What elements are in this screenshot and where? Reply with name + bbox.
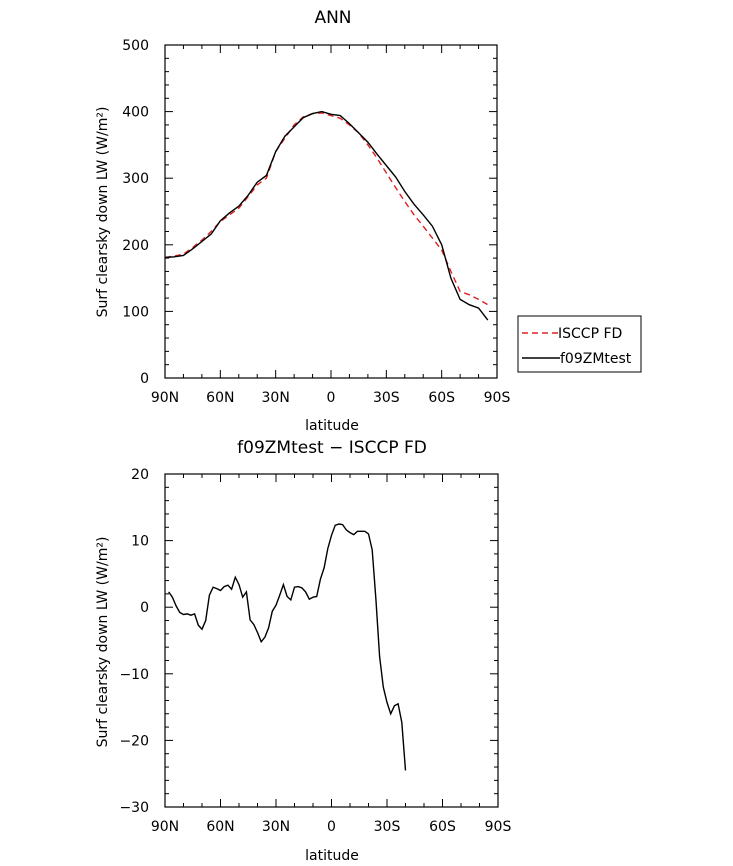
bottom-chart-y-axis-label: Surf clearsky down LW (W/m²) bbox=[95, 537, 111, 748]
top-x-tick-label: 30N bbox=[262, 390, 290, 406]
bottom-x-tick-label: 90N bbox=[151, 819, 179, 835]
bottom-x-tick-label: 90S bbox=[485, 819, 512, 835]
legend-box bbox=[517, 315, 642, 373]
bottom-y-tick-label: −30 bbox=[119, 800, 149, 816]
bottom-chart-frame bbox=[164, 473, 499, 808]
legend-label-model: f09ZMtest bbox=[560, 351, 632, 367]
top-chart-y-axis-label: Surf clearsky down LW (W/m²) bbox=[95, 107, 111, 318]
bottom-x-tick-label: 60N bbox=[206, 819, 234, 835]
top-x-tick-label: 30S bbox=[373, 390, 400, 406]
top-y-tick-label: 0 bbox=[140, 371, 149, 387]
bottom-y-tick-label: 10 bbox=[131, 534, 149, 550]
top-x-tick-label: 60N bbox=[206, 390, 234, 406]
top-y-tick-label: 100 bbox=[122, 304, 149, 320]
top-x-tick-label: 90N bbox=[151, 390, 179, 406]
legend-label-isccp: ISCCP FD bbox=[558, 326, 622, 342]
top-x-tick-label: 90S bbox=[484, 390, 511, 406]
bottom-y-tick-label: 20 bbox=[131, 467, 149, 483]
top-chart-x-axis-label: latitude bbox=[305, 418, 359, 434]
top-chart-title: ANN bbox=[314, 8, 351, 28]
bottom-y-tick-label: −10 bbox=[119, 667, 149, 683]
bottom-x-tick-label: 30N bbox=[262, 819, 290, 835]
top-series-line-2 bbox=[164, 110, 489, 321]
bottom-series-line-1 bbox=[168, 523, 407, 771]
bottom-y-tick-label: 0 bbox=[140, 600, 149, 616]
top-y-tick-label: 500 bbox=[122, 38, 149, 54]
bottom-chart-x-axis-label: latitude bbox=[305, 848, 359, 864]
top-y-tick-label: 200 bbox=[122, 238, 149, 254]
bottom-y-tick-label: −20 bbox=[119, 733, 149, 749]
top-series-line-1 bbox=[164, 112, 489, 306]
bottom-x-tick-label: 30S bbox=[374, 819, 401, 835]
top-chart-panel: ANN 90N 60N 30N 0 30S 60S 90S0100200300400500 … bbox=[95, 8, 642, 434]
chart-legend: ISCCP FD f09ZMtest bbox=[517, 315, 642, 373]
top-y-tick-label: 300 bbox=[122, 171, 149, 187]
top-y-tick-label: 400 bbox=[122, 105, 149, 121]
top-x-tick-label: 60S bbox=[428, 390, 455, 406]
bottom-chart-title: f09ZMtest − ISCCP FD bbox=[237, 438, 427, 458]
bottom-x-tick-label: 60S bbox=[429, 819, 456, 835]
top-x-tick-label: 0 bbox=[327, 390, 336, 406]
bottom-chart-panel: f09ZMtest − ISCCP FD 90N 60N 30N 0 30S 60S 90S… bbox=[95, 438, 511, 864]
top-chart-frame bbox=[164, 44, 498, 379]
bottom-x-tick-label: 0 bbox=[327, 819, 336, 835]
